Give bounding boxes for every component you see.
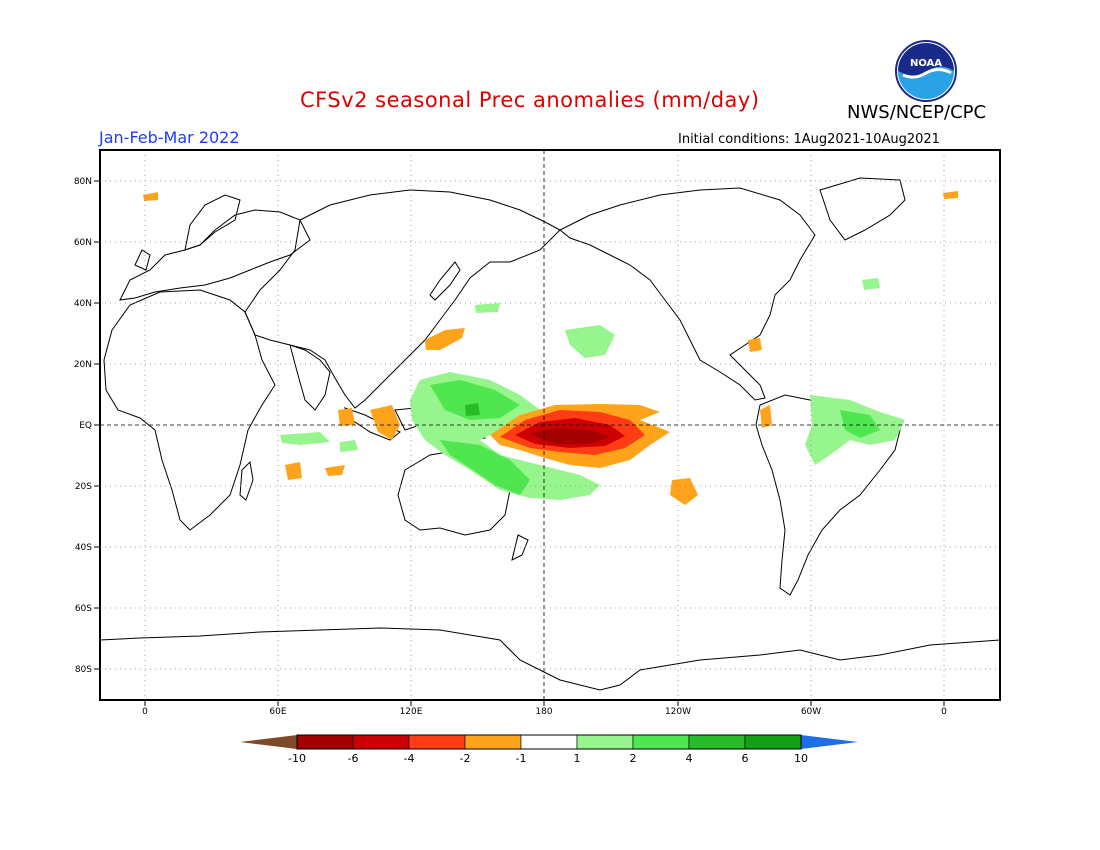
colorbar-label-3: -4 xyxy=(404,752,415,765)
lat-label-40s: 40S xyxy=(75,543,92,553)
colorbar-swatch-4 xyxy=(464,734,522,750)
dry-region-pacific-core xyxy=(530,428,610,444)
lon-label-180: 180 xyxy=(535,707,552,717)
wet-region-indian-ocean xyxy=(280,432,358,452)
lat-label-eq: EQ xyxy=(79,421,92,431)
colorbar-swatch-6 xyxy=(576,734,634,750)
map-panel: 80N 60N 40N 20N EQ 20S 40S 60S 80S 0 60E… xyxy=(74,149,1001,717)
noaa-logo-text: NOAA xyxy=(910,58,942,69)
japan-outline xyxy=(429,261,461,301)
colorbar-label-6: 1 xyxy=(574,752,581,765)
greenland-outline xyxy=(819,177,906,241)
lon-label-60w: 60W xyxy=(801,707,821,717)
colorbar-swatch-1 xyxy=(296,734,354,750)
reference-lines xyxy=(100,150,1000,700)
dry-region-arctic-east xyxy=(943,191,958,199)
europe-outline xyxy=(119,209,311,301)
antarctica-outline xyxy=(99,627,1001,691)
initial-conditions: Initial conditions: 1Aug2021-10Aug2021 xyxy=(678,132,940,147)
colorbar: -10 -6 -4 -2 -1 1 2 4 6 10 xyxy=(240,734,858,765)
latitude-labels: 80N 60N 40N 20N EQ 20S 40S 60S 80S xyxy=(74,177,92,675)
colorbar-outline xyxy=(296,734,802,750)
tick-marks xyxy=(94,180,945,706)
wet-region-np-small xyxy=(475,303,500,313)
longitude-labels: 0 60E 120E 180 120W 60W 0 xyxy=(142,707,947,717)
dry-region-arctic-west xyxy=(143,192,158,201)
colorbar-label-10: 10 xyxy=(794,752,808,765)
lat-label-60s: 60S xyxy=(75,604,92,614)
colorbar-label-5: -1 xyxy=(516,752,527,765)
colorbar-label-1: -10 xyxy=(288,752,306,765)
scandinavia-outline xyxy=(184,194,241,251)
wet-region-north-pacific xyxy=(565,325,615,358)
dry-region-caribbean xyxy=(748,338,772,428)
lat-label-20s: 20S xyxy=(75,482,92,492)
map-title: CFSv2 seasonal Prec anomalies (mm/day) xyxy=(300,88,760,112)
colorbar-label-7: 2 xyxy=(630,752,637,765)
colorbar-swatch-8 xyxy=(688,734,746,750)
north-america-outline xyxy=(559,187,816,401)
africa-outline xyxy=(103,289,276,531)
colorbar-swatch-3 xyxy=(408,734,466,750)
colorbar-label-9: 6 xyxy=(742,752,749,765)
wet-region-core-strong xyxy=(465,403,480,416)
colorbar-swatch-5 xyxy=(520,734,578,750)
colorbar-swatch-9 xyxy=(744,734,802,750)
lon-label-120e: 120E xyxy=(400,707,423,717)
anomaly-shading xyxy=(143,191,958,505)
uk-outline xyxy=(134,249,151,271)
india-outline xyxy=(289,344,331,411)
lon-label-60e: 60E xyxy=(269,707,286,717)
colorbar-swatch-7 xyxy=(632,734,690,750)
dry-region-indonesia xyxy=(338,405,400,440)
lon-label-120w: 120W xyxy=(665,707,691,717)
lat-label-80s: 80S xyxy=(75,665,92,675)
lat-label-60n: 60N xyxy=(74,238,92,248)
lat-label-20n: 20N xyxy=(74,360,92,370)
colorbar-label-4: -2 xyxy=(460,752,471,765)
dry-region-indian-south xyxy=(285,462,345,480)
wet-region-spcz-core xyxy=(430,380,530,495)
lat-label-80n: 80N xyxy=(74,177,92,187)
lat-label-40n: 40N xyxy=(74,299,92,309)
wet-region-atlantic xyxy=(862,278,880,290)
forecast-season: Jan-Feb-Mar 2022 xyxy=(99,128,240,147)
lon-label-0-east: 0 xyxy=(941,707,947,717)
colorbar-label-8: 4 xyxy=(686,752,693,765)
dry-region-nw-pacific xyxy=(425,328,465,350)
agency-label: NWS/NCEP/CPC xyxy=(847,102,987,123)
new-zealand-outline xyxy=(511,534,529,561)
noaa-logo-icon: NOAA xyxy=(895,40,957,102)
dry-region-se-pacific xyxy=(670,478,698,505)
colorbar-label-2: -6 xyxy=(348,752,359,765)
madagascar-outline xyxy=(239,460,254,501)
lon-label-0-west: 0 xyxy=(142,707,148,717)
colorbar-left-arrow xyxy=(240,735,297,749)
colorbar-swatch-2 xyxy=(352,734,410,750)
asia-outline xyxy=(244,189,561,409)
colorbar-right-arrow xyxy=(801,735,858,749)
wet-region-brazil-core xyxy=(840,410,880,438)
